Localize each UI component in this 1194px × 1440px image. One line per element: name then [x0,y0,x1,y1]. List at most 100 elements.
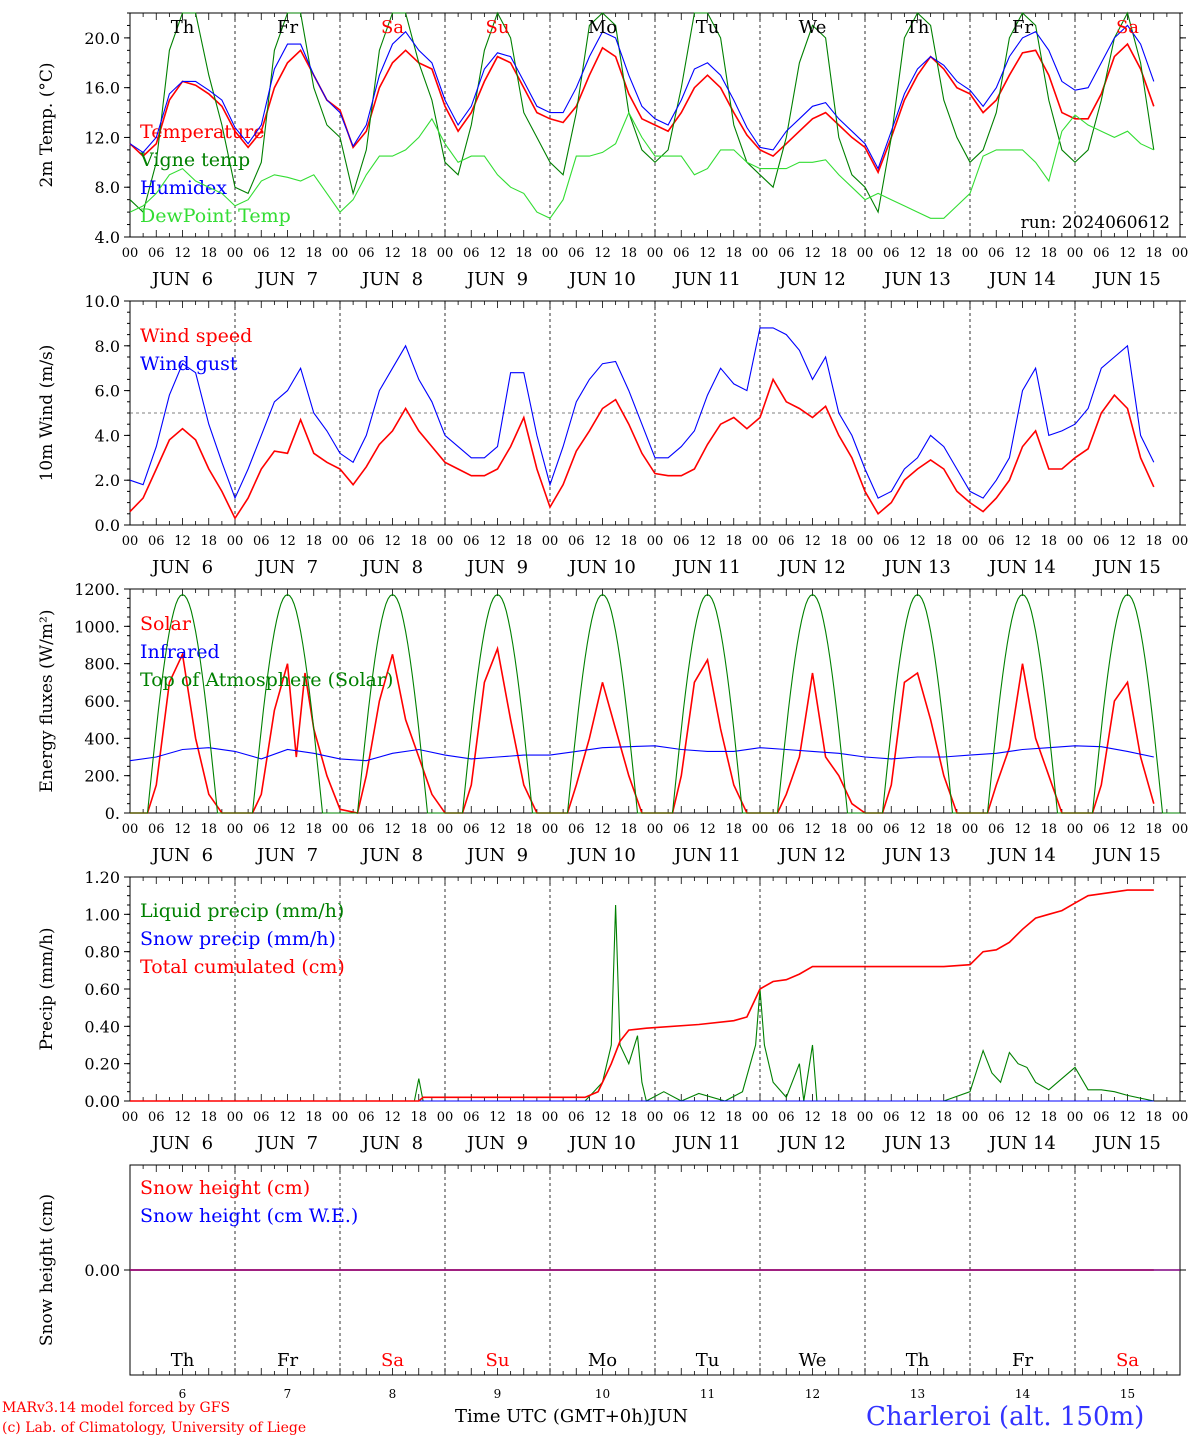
x-date-label: JUN 15 [1092,269,1161,290]
run-label: run: 2024060612 [1021,213,1170,233]
x-hour-label: 00 [437,534,454,549]
series-line [130,593,1180,814]
panel-1: 4.0 8.0 12.0 16.0 20.0 2m Temp. (°C) 00 06 12 18 J… [37,11,1188,290]
x-date-label: JUN 6 [150,557,213,578]
x-hour-label: 18 [620,822,637,837]
x-hour-label: 06 [988,246,1005,261]
x-hour-label: 18 [935,246,952,261]
panel-4: 0.00 0.20 0.40 0.60 0.80 1.00 1.20 Precip (mm/h… [37,868,1188,1154]
x-hour-label: 00 [332,246,349,261]
bottom-weekday-label: Fr [277,1350,298,1371]
x-hour-label: 12 [699,246,716,261]
x-date-label: JUN 15 [1092,1133,1161,1154]
y-tick-label: 0.00 [84,1092,120,1111]
legend-entry: Infrared [140,641,220,663]
y-axis-label: Energy fluxes (W/m²) [37,610,57,793]
y-tick-label: 600. [84,692,120,711]
x-hour-label: 06 [1093,534,1110,549]
x-hour-label: 12 [594,822,611,837]
x-hour-label: 18 [1040,534,1057,549]
x-hour-label: 06 [778,246,795,261]
bottom-weekday-label: We [799,1350,827,1371]
x-hour-label: 00 [962,246,979,261]
x-hour-label: 12 [909,246,926,261]
x-axis-label: Time UTC (GMT+0h)JUN [455,1406,688,1427]
y-tick-label: 0.80 [84,943,120,962]
panel-3: 0. 200. 400. 600. 800. 1000. 1200. Energy fluxe… [37,580,1188,866]
x-hour-label: 06 [253,822,270,837]
panel-frame [129,588,1181,814]
x-hour-label: 12 [279,246,296,261]
bottom-weekday-label: Fr [1012,1350,1033,1371]
weekday-label: We [799,17,827,38]
x-hour-label: 00 [752,1110,769,1125]
bottom-date-label: 10 [595,1387,610,1401]
series-line [129,111,1155,219]
y-tick-label: 0.20 [84,1055,120,1074]
x-hour-label: 06 [1093,1110,1110,1125]
x-date-label: JUN 13 [882,557,951,578]
x-hour-label: 00 [542,246,559,261]
x-hour-label: 18 [515,1110,532,1125]
bottom-date-label: 15 [1120,1387,1135,1401]
x-hour-label: 12 [594,534,611,549]
x-hour-label: 06 [568,822,585,837]
x-hour-label: 12 [804,534,821,549]
x-hour-label: 18 [1145,246,1162,261]
panel-2: 0.0 2.0 4.0 6.0 8.0 10.0 10m Wind (m/s) 00 06 12 1… [37,292,1188,578]
x-date-label: JUN 10 [567,269,636,290]
x-hour-label: 06 [673,534,690,549]
bottom-date-label: 11 [700,1387,715,1401]
x-hour-label: 12 [1014,246,1031,261]
x-hour-label: 06 [1093,822,1110,837]
x-hour-label: 18 [830,534,847,549]
y-tick-label: 16.0 [84,79,120,98]
x-hour-label: 18 [305,822,322,837]
x-hour-label: 18 [515,534,532,549]
bottom-weekday-label: Su [486,1350,510,1371]
x-axis-title: Time UTC (GMT+0h) [455,1406,650,1427]
x-hour-label: 06 [463,534,480,549]
location-label: Charleroi (alt. 150m) [866,1402,1145,1432]
weekday-label: Sa [1116,17,1139,38]
x-hour-label: 18 [620,1110,637,1125]
x-hour-label: 00 [542,534,559,549]
x-hour-label: 06 [778,822,795,837]
bottom-date-label: 6 [179,1387,187,1401]
x-hour-label: 12 [1119,246,1136,261]
x-date-label: JUN 6 [150,845,213,866]
x-date-label: JUN 14 [987,557,1056,578]
x-date-label: JUN 13 [882,1133,951,1154]
y-axis-label: Snow height (cm) [37,1194,57,1346]
x-hour-label: 18 [515,822,532,837]
legend-entry: Snow precip (mm/h) [140,928,336,950]
x-hour-label: 00 [227,246,244,261]
x-date-label: JUN 9 [465,1133,528,1154]
x-hour-label: 12 [1119,1110,1136,1125]
legend-entry: Liquid precip (mm/h) [140,900,344,922]
legend-entry: Wind gust [140,353,238,375]
x-hour-label: 12 [909,822,926,837]
x-hour-label: 18 [410,246,427,261]
x-hour-label: 18 [305,1110,322,1125]
y-tick-label: 4.0 [95,228,120,247]
y-tick-label: 10.0 [84,292,120,311]
x-hour-label: 00 [647,534,664,549]
x-hour-label: 06 [358,822,375,837]
legend-entry: Vigne temp [139,149,250,171]
x-hour-label: 18 [200,246,217,261]
x-date-label: JUN 9 [465,845,528,866]
x-hour-label: 06 [148,822,165,837]
x-hour-label: 00 [1172,534,1189,549]
x-hour-label: 12 [174,246,191,261]
x-hour-label: 18 [410,534,427,549]
x-hour-label: 12 [909,1110,926,1125]
x-hour-label: 12 [1014,534,1031,549]
x-hour-label: 00 [332,534,349,549]
x-date-label: JUN 12 [777,1133,846,1154]
panel-5: 0.00 Snow height (cm) Snow height (cm) Snow… [37,1164,1186,1376]
x-hour-label: 12 [1014,1110,1031,1125]
credit-line-2: (c) Lab. of Climatology, University of L… [2,1420,307,1436]
x-hour-label: 12 [279,1110,296,1125]
x-hour-label: 12 [174,822,191,837]
